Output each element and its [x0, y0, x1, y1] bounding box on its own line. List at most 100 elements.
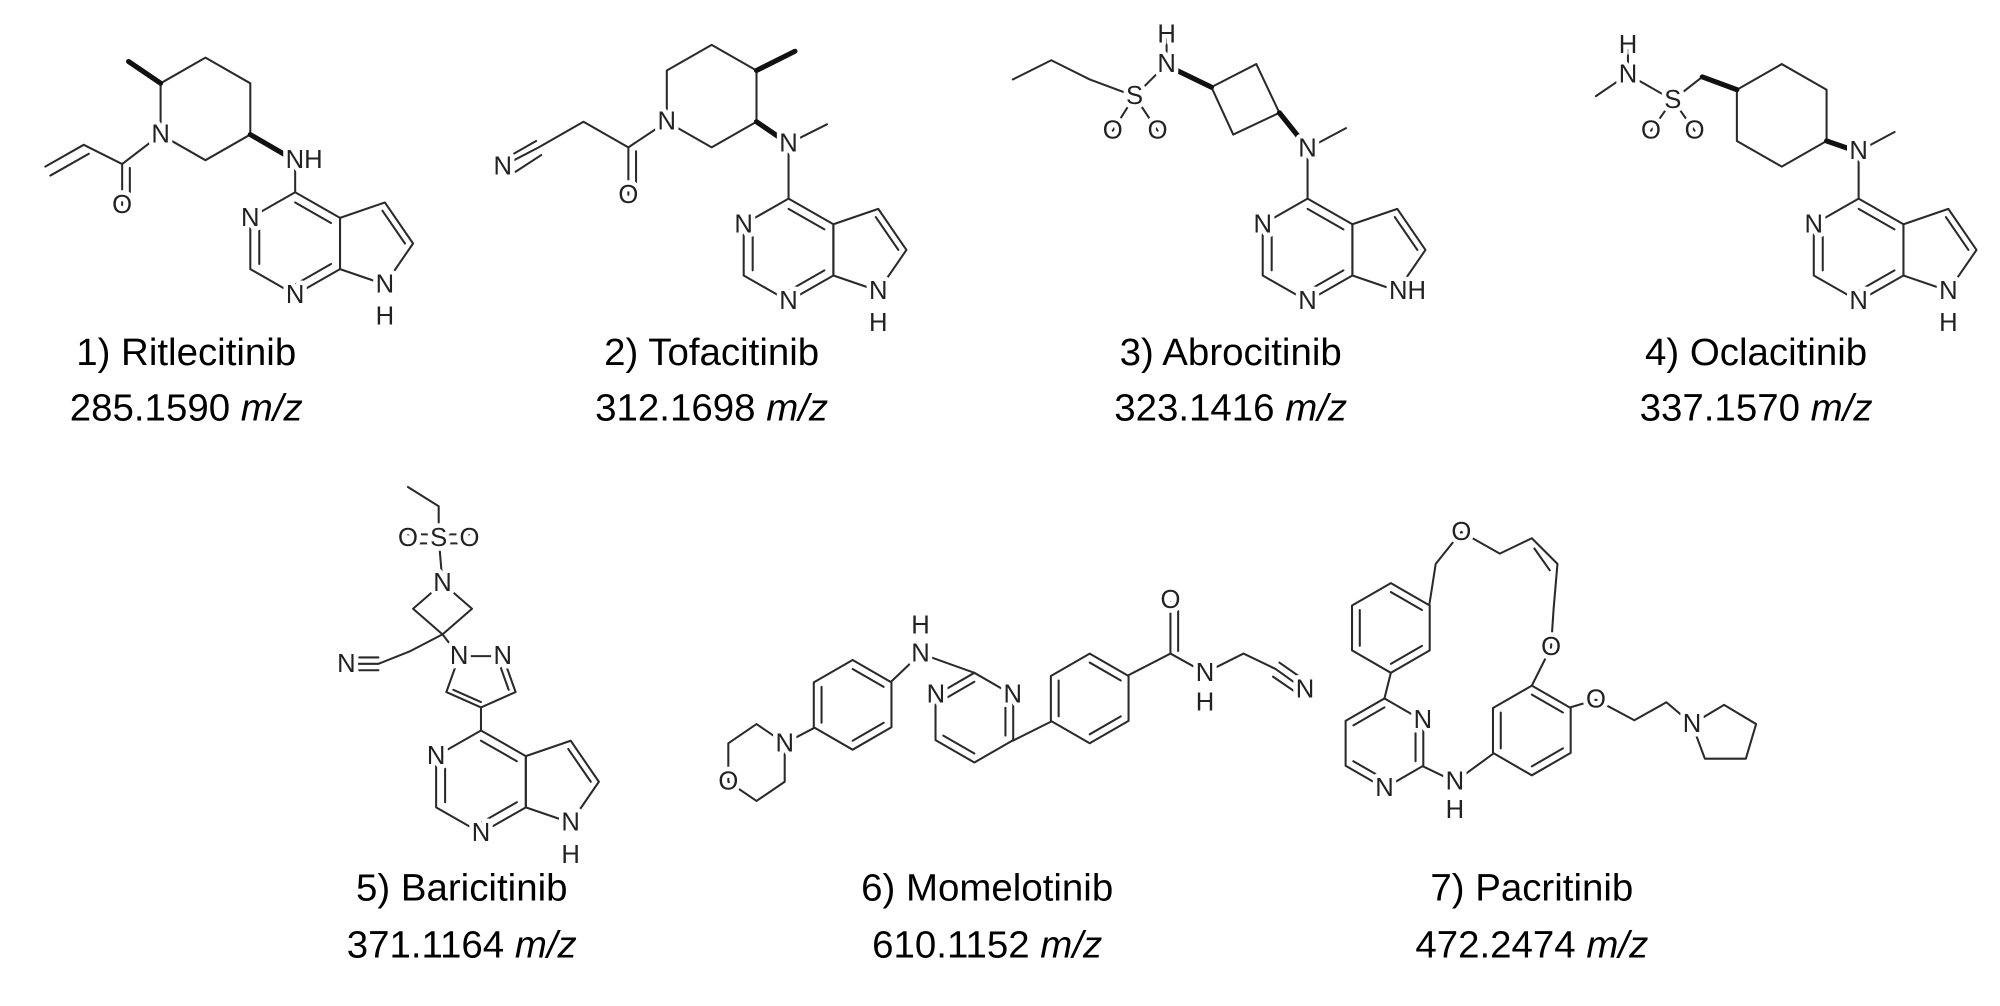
atom-label: N [337, 650, 356, 678]
atom-label: N [779, 287, 798, 315]
atom-label: N [1849, 137, 1868, 165]
atom-label: N [927, 681, 946, 709]
double-bond [1306, 269, 1345, 292]
double-bond [479, 739, 518, 763]
compound-name: 1) Ritlecitinib [76, 331, 296, 374]
mass-unit: m/z [515, 923, 577, 966]
mass-unit: m/z [1285, 386, 1347, 429]
ring [1344, 697, 1425, 790]
ring [1902, 207, 1978, 292]
ring [435, 729, 527, 835]
atom-label: H [1446, 796, 1465, 824]
atom-label: N [376, 270, 395, 298]
double-bond [1389, 644, 1423, 665]
atom-label: O [398, 524, 418, 552]
double-bond [1530, 693, 1564, 714]
atom-label: N [734, 210, 753, 238]
double-bond [851, 667, 885, 688]
atom-label: H [1157, 21, 1176, 49]
mass-unit: m/z [1040, 923, 1102, 966]
ring [727, 723, 786, 802]
double-bond [479, 801, 518, 824]
compound-mass: 312.1698 m/z [595, 386, 828, 429]
atom-label: N [911, 640, 930, 668]
compound-mass: 285.1590 m/z [70, 386, 303, 429]
compound-mass: 371.1164 m/z [347, 923, 577, 966]
double-bond [1088, 661, 1122, 682]
atom-label: N [1939, 277, 1958, 305]
ring [1210, 63, 1281, 136]
double-bond [1857, 269, 1896, 292]
ring [1491, 684, 1572, 777]
atom-label: H [561, 841, 580, 869]
mass-value: 285.1590 [70, 386, 230, 429]
bond [345, 485, 483, 732]
atom-label: S [1126, 82, 1143, 110]
atom-label: N [779, 130, 798, 158]
double-bond [381, 209, 406, 245]
ring [742, 197, 835, 303]
atom-label: H [1939, 309, 1958, 337]
atom-label: N [286, 281, 305, 309]
atom-label: O [459, 524, 479, 552]
wedge-bond [1276, 110, 1308, 148]
atom-label: H [869, 309, 888, 337]
atom-label: N [869, 277, 888, 305]
wedge-bond [1699, 74, 1740, 93]
atom-label: N [1619, 60, 1638, 88]
wedge-bond [125, 58, 164, 86]
ring [159, 56, 252, 162]
double-bond [1944, 216, 1970, 251]
double-bond [1352, 706, 1386, 727]
atom-label: N [494, 153, 513, 181]
double-bond [1306, 207, 1345, 231]
atom-label: O [1148, 117, 1168, 145]
atom-label: NH [1389, 277, 1426, 305]
atom-label: N [450, 642, 469, 670]
ring [524, 739, 600, 824]
double-bond [942, 734, 976, 755]
double-bond [874, 216, 900, 251]
compound-name: 7) Pacritinib [1430, 867, 1633, 910]
atom-label: H [1619, 31, 1638, 59]
compound-mass: 323.1416 m/z [1114, 386, 1347, 429]
bond [505, 120, 829, 200]
double-bond [1857, 207, 1896, 231]
ring [1691, 703, 1758, 760]
ring [934, 671, 1015, 764]
atom-label: O [718, 768, 738, 796]
atom-label: O [1641, 117, 1661, 145]
mass-value: 610.1152 [872, 923, 1029, 966]
ring [812, 658, 893, 751]
double-bond [294, 262, 333, 286]
ring [1261, 197, 1354, 303]
compound-mass: 337.1570 m/z [1640, 386, 1873, 429]
ring [445, 655, 517, 709]
compound-mass: 610.1152 m/z [872, 923, 1102, 966]
double-bond [1352, 760, 1386, 781]
compound-name: 3) Abrocitinib [1120, 331, 1342, 374]
atom-label: N [1298, 287, 1317, 315]
bond [1383, 530, 1694, 783]
double-bond [1389, 591, 1423, 612]
atom-label: N [1849, 287, 1868, 315]
ring [1812, 197, 1905, 303]
atom-label: S [1664, 86, 1681, 114]
atom-label: N [1296, 675, 1315, 703]
atom-label: O [112, 191, 132, 219]
bond [1011, 33, 1348, 200]
atom-label: N [1805, 210, 1824, 238]
atom-label: O [1103, 117, 1123, 145]
ring [1735, 63, 1828, 168]
atom-label: N [472, 819, 491, 847]
atom-label: O [1685, 117, 1705, 145]
wedge-bond [1824, 138, 1859, 154]
ring [1049, 652, 1130, 745]
ring [1351, 207, 1427, 292]
atom-label: H [1196, 688, 1215, 716]
double-bond [787, 269, 826, 292]
